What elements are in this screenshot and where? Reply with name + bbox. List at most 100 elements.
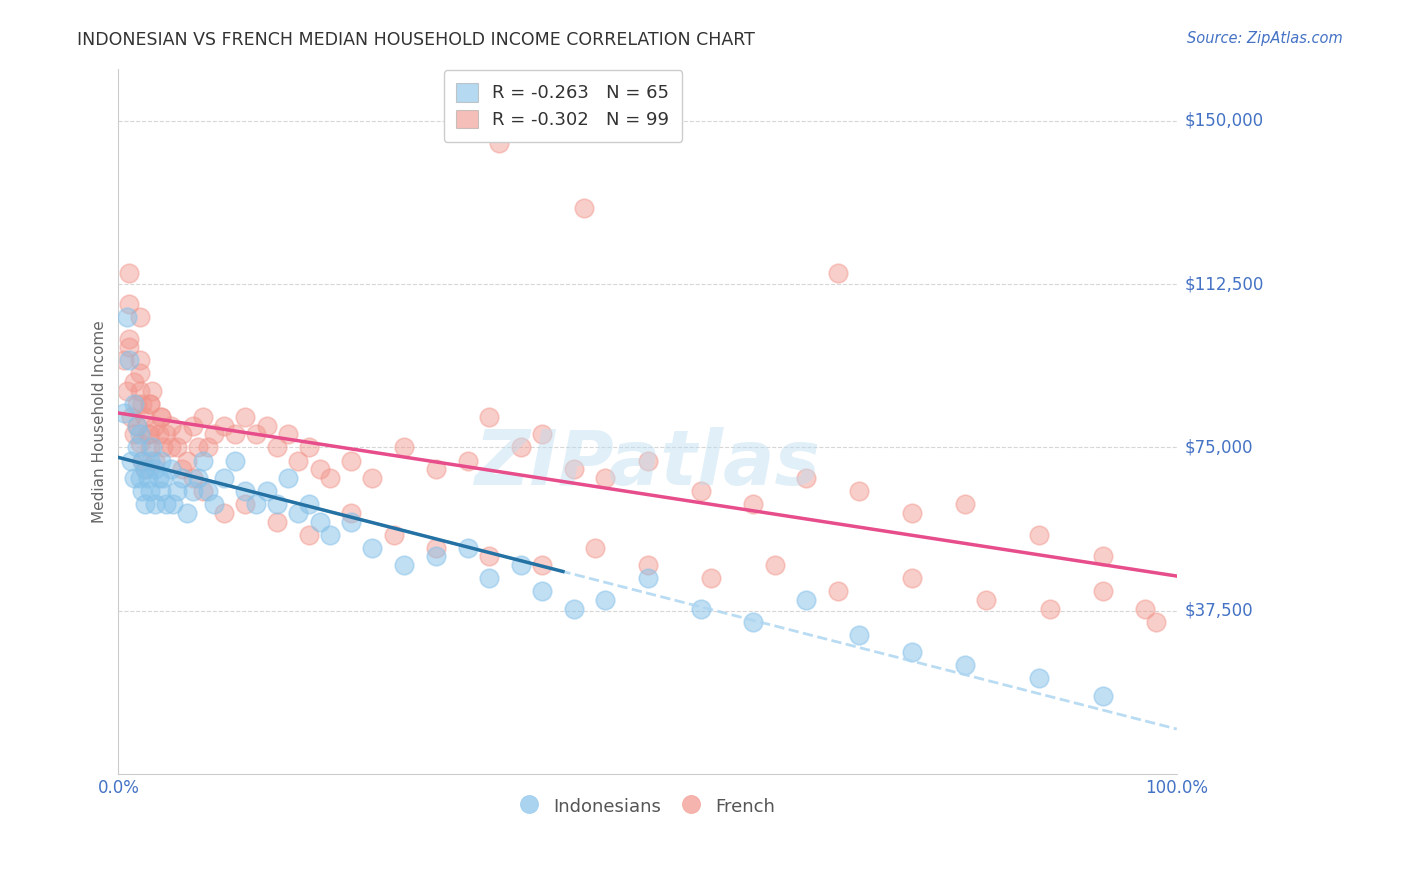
Point [488, 136, 510, 150]
Point [176, 506, 198, 520]
Point [139, 397, 162, 411]
Point [128, 353, 150, 368]
Point [131, 397, 153, 411]
Point [214, 471, 236, 485]
Point [152, 471, 174, 485]
Point [115, 384, 138, 398]
Point [134, 462, 156, 476]
Point [266, 441, 288, 455]
Point [202, 427, 225, 442]
Point [298, 441, 321, 455]
Point [124, 397, 146, 411]
Point [197, 483, 219, 498]
Point [637, 558, 659, 572]
Point [457, 453, 479, 467]
Point [155, 497, 177, 511]
Point [127, 397, 149, 411]
Point [1028, 527, 1050, 541]
Point [509, 558, 531, 572]
Point [149, 483, 172, 498]
Point [637, 453, 659, 467]
Point [145, 453, 167, 467]
Point [742, 615, 765, 629]
Point [128, 471, 150, 485]
Point [176, 453, 198, 467]
Point [155, 427, 177, 442]
Point [131, 453, 153, 467]
Point [149, 409, 172, 424]
Point [160, 441, 183, 455]
Point [191, 409, 214, 424]
Text: ZIPatlas: ZIPatlas [475, 426, 821, 500]
Point [245, 427, 267, 442]
Point [128, 384, 150, 398]
Point [256, 418, 278, 433]
Point [796, 593, 818, 607]
Point [170, 427, 193, 442]
Point [266, 515, 288, 529]
Point [124, 427, 146, 442]
Point [139, 453, 162, 467]
Point [689, 601, 711, 615]
Point [139, 483, 162, 498]
Point [197, 441, 219, 455]
Point [425, 462, 447, 476]
Point [131, 453, 153, 467]
Point [763, 558, 786, 572]
Point [118, 353, 141, 368]
Point [149, 409, 172, 424]
Text: $150,000: $150,000 [1185, 112, 1264, 130]
Point [145, 418, 167, 433]
Point [901, 506, 924, 520]
Point [224, 453, 246, 467]
Point [118, 340, 141, 354]
Point [160, 418, 183, 433]
Point [166, 441, 188, 455]
Legend: Indonesians, French: Indonesians, French [512, 788, 783, 825]
Point [152, 441, 174, 455]
Point [637, 571, 659, 585]
Point [245, 497, 267, 511]
Point [1028, 671, 1050, 685]
Point [1091, 584, 1114, 599]
Point [361, 471, 384, 485]
Point [287, 506, 309, 520]
Point [277, 471, 299, 485]
Point [224, 427, 246, 442]
Point [139, 427, 162, 442]
Point [131, 483, 153, 498]
Point [1133, 601, 1156, 615]
Point [530, 427, 553, 442]
Point [170, 471, 193, 485]
Point [1091, 549, 1114, 564]
Point [181, 483, 204, 498]
Point [134, 409, 156, 424]
Point [478, 571, 501, 585]
Y-axis label: Median Household Income: Median Household Income [93, 320, 107, 523]
Point [148, 427, 170, 442]
Point [202, 497, 225, 511]
Point [848, 483, 870, 498]
Point [562, 601, 585, 615]
Point [953, 658, 976, 673]
Text: $37,500: $37,500 [1185, 602, 1254, 620]
Text: $75,000: $75,000 [1185, 439, 1254, 457]
Point [170, 462, 193, 476]
Point [118, 332, 141, 346]
Point [319, 527, 342, 541]
Text: INDONESIAN VS FRENCH MEDIAN HOUSEHOLD INCOME CORRELATION CHART: INDONESIAN VS FRENCH MEDIAN HOUSEHOLD IN… [77, 31, 755, 49]
Point [1039, 601, 1062, 615]
Point [308, 515, 330, 529]
Point [128, 436, 150, 450]
Point [457, 541, 479, 555]
Point [478, 549, 501, 564]
Point [181, 471, 204, 485]
Point [308, 462, 330, 476]
Point [127, 418, 149, 433]
Point [112, 406, 135, 420]
Point [425, 541, 447, 555]
Point [530, 558, 553, 572]
Point [298, 527, 321, 541]
Point [530, 584, 553, 599]
Point [127, 441, 149, 455]
